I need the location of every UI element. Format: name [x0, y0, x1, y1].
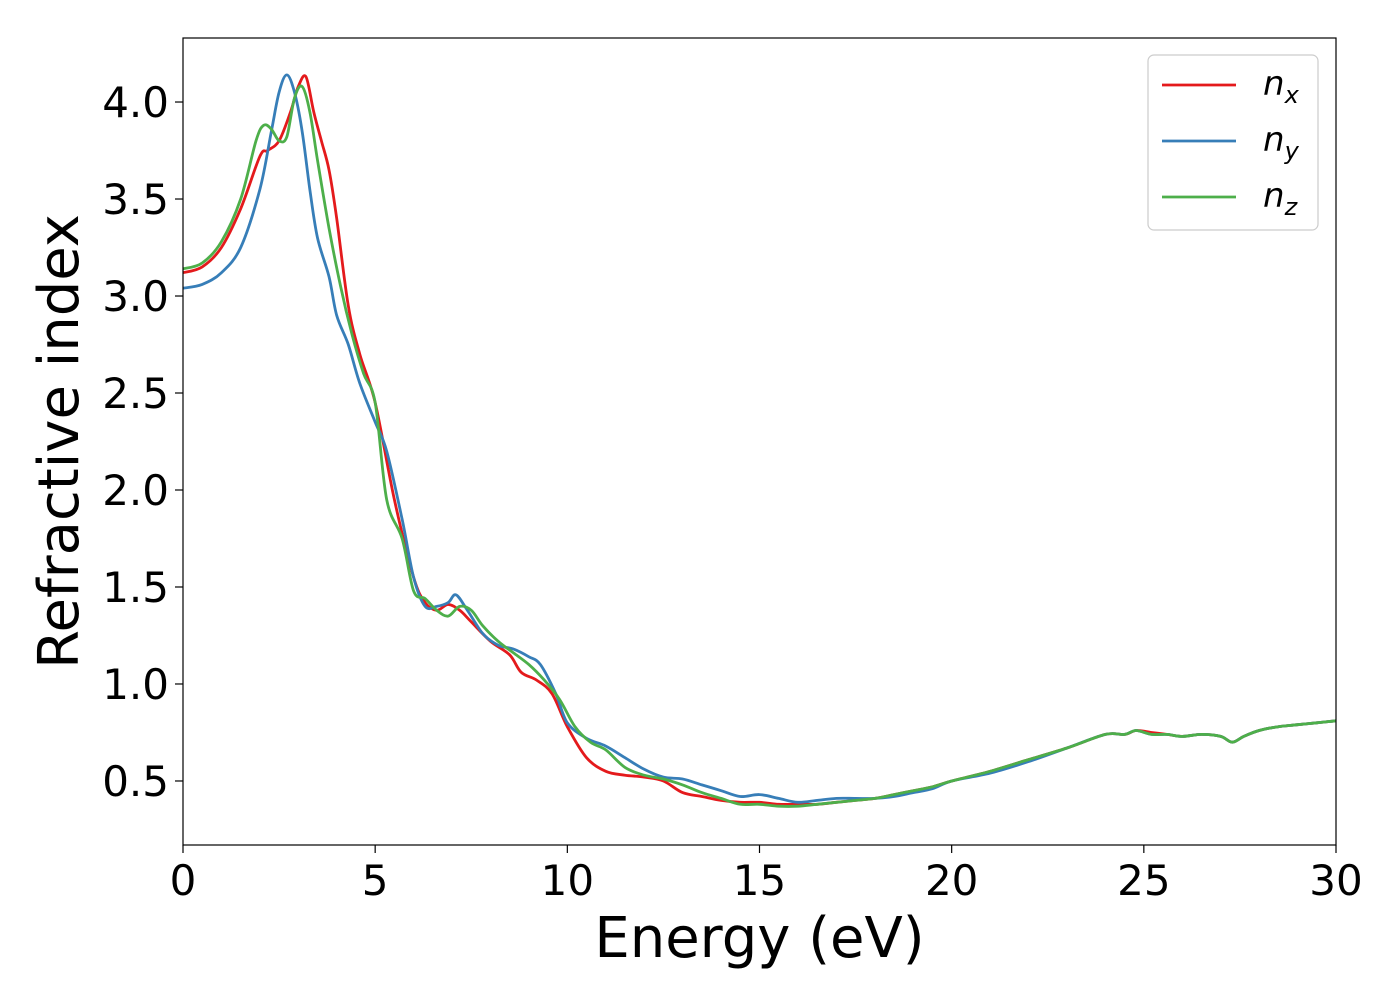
legend-label-ny: ny	[1263, 120, 1300, 165]
x-tick-label: 30	[1309, 856, 1362, 905]
x-tick-label: 20	[925, 856, 978, 905]
x-axis-label: Energy (eV)	[594, 906, 924, 971]
series-line-nx	[183, 74, 1336, 806]
legend-box	[1147, 54, 1319, 231]
series-line-nz	[183, 84, 1336, 808]
y-tick-label: 0.5	[102, 757, 169, 806]
y-tick-label: 3.0	[102, 272, 169, 321]
x-axis-ticks: 0 5 10 15 20 25 30	[170, 845, 1363, 905]
x-tick-label: 10	[541, 856, 594, 905]
x-tick-label: 5	[362, 856, 389, 905]
y-tick-label: 2.5	[102, 369, 169, 418]
legend-label-nx: nx	[1263, 64, 1300, 109]
y-tick-label: 4.0	[102, 78, 169, 127]
legend: nx ny nz	[1147, 54, 1319, 231]
y-tick-label: 1.0	[102, 660, 169, 709]
y-tick-label: 1.5	[102, 563, 169, 612]
y-tick-label: 2.0	[102, 466, 169, 515]
x-tick-label: 25	[1117, 856, 1170, 905]
y-axis-ticks: 0.5 1.0 1.5 2.0 2.5 3.0 3.5 4.0	[102, 78, 183, 806]
y-axis-label: Refractive index	[27, 214, 92, 669]
x-tick-label: 15	[733, 856, 786, 905]
x-tick-label: 0	[170, 856, 197, 905]
y-tick-label: 3.5	[102, 175, 169, 224]
plot-lines	[183, 73, 1336, 808]
legend-label-nz: nz	[1263, 176, 1299, 221]
